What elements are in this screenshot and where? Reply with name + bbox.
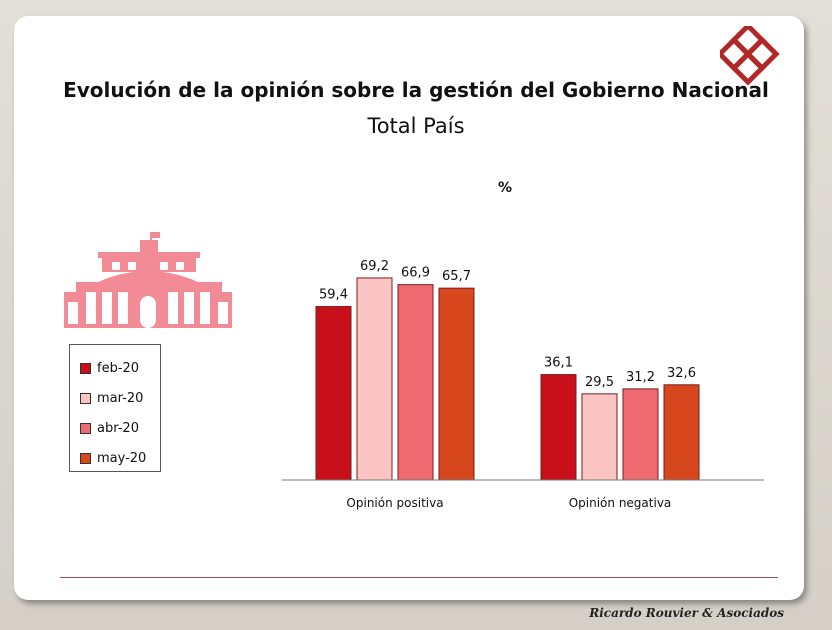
legend-swatch [80,452,91,464]
x-tick-label: Opinión negativa [569,496,672,510]
legend-swatch [80,392,91,404]
unit-label: % [498,180,513,196]
bar-abr-20-negativa [622,388,659,481]
bar-may-20-negativa [663,384,700,481]
chart-subtitle: Total País [367,114,465,138]
legend-item-feb-20: feb-20 [80,353,160,383]
chart-data-labels: 59,4 69,2 66,9 65,7 36,1 29,5 31,2 32,6 [319,259,696,390]
government-building-icon [64,232,232,328]
legend-label: abr-20 [97,420,139,436]
footer-credit: Ricardo Rouvier & Asociados [589,606,784,620]
footer-divider [60,577,778,578]
company-logo-icon [720,26,780,86]
legend-item-abr-20: abr-20 [80,413,160,443]
chart-title: Evolución de la opinión sobre la gestión… [63,78,769,102]
data-label: 32,6 [667,366,696,381]
chart-legend: feb-20 mar-20 abr-20 may-20 [69,344,161,472]
x-tick-label: Opinión positiva [346,496,443,510]
bar-feb-20-positiva [315,306,352,481]
legend-label: mar-20 [97,390,144,406]
bar-may-20-positiva [438,287,475,481]
bar-abr-20-positiva [397,284,434,481]
bar-feb-20-negativa [540,374,577,481]
bar-mar-20-positiva [356,277,393,481]
data-label: 36,1 [544,356,573,371]
legend-item-mar-20: mar-20 [80,383,160,413]
data-label: 31,2 [626,370,655,385]
data-label: 65,7 [442,269,471,284]
x-axis-categories: Opinión positiva Opinión negativa [346,496,671,510]
legend-label: feb-20 [97,360,140,376]
data-label: 59,4 [319,288,348,303]
bar-mar-20-negativa [581,393,618,481]
legend-swatch [80,362,91,374]
chart-bars [315,277,700,481]
data-label: 66,9 [401,266,430,281]
legend-swatch [80,422,91,434]
legend-label: may-20 [97,450,147,466]
data-label: 29,5 [585,375,614,390]
data-label: 69,2 [360,259,389,274]
legend-item-may-20: may-20 [80,443,160,473]
